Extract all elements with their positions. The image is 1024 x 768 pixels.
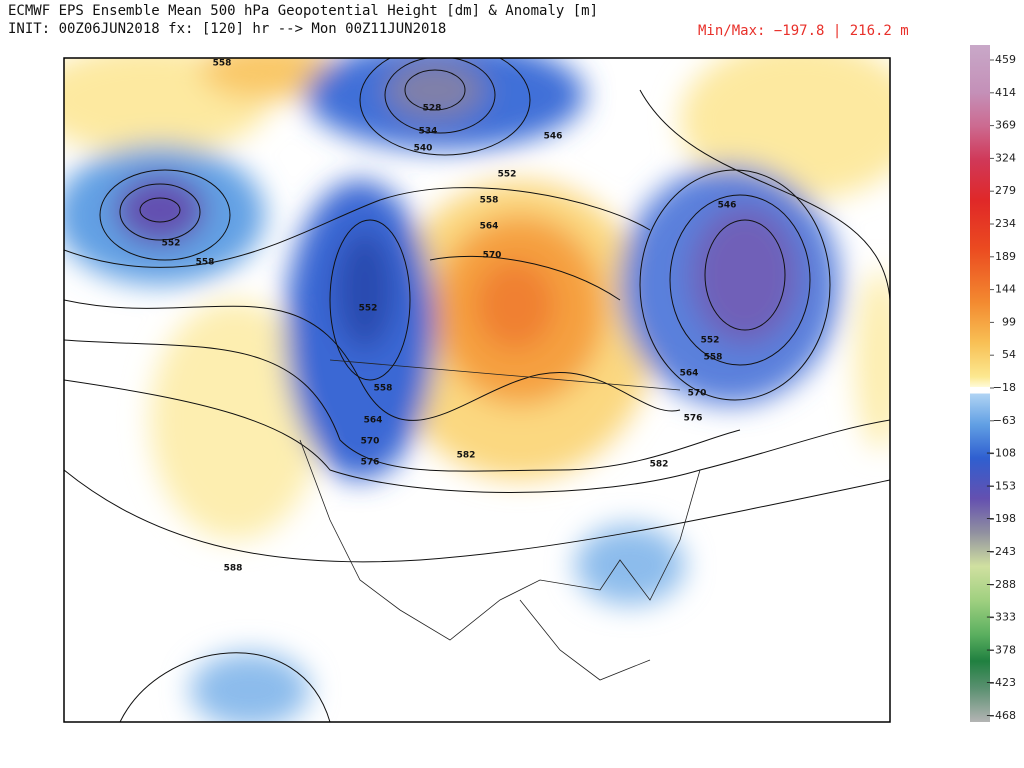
colorbar <box>970 45 990 722</box>
contour-label: 582 <box>457 451 476 461</box>
contour-label: 576 <box>684 414 703 424</box>
colorbar-label: 414 <box>995 86 1016 99</box>
contour-label: 570 <box>361 437 380 447</box>
contour-label: 528 <box>423 104 442 114</box>
colorbar-label: 144 <box>995 283 1016 296</box>
contour-label: 558 <box>704 353 723 363</box>
contour-label: 552 <box>359 304 378 314</box>
colorbar-label: 189 <box>995 250 1016 263</box>
contour-label: 534 <box>419 127 438 137</box>
colorbar-label: −378 <box>986 643 1016 656</box>
colorbar-label: −333 <box>986 611 1016 624</box>
contour-label: 576 <box>361 458 380 468</box>
title: ECMWF EPS Ensemble Mean 500 hPa Geopoten… <box>8 3 599 19</box>
height-contours <box>64 58 890 722</box>
colorbar-label: −423 <box>986 676 1016 689</box>
min-max: Min/Max: −197.8 | 216.2 m <box>698 23 909 39</box>
contour-label: 564 <box>680 369 699 379</box>
contour-label: 582 <box>650 460 669 470</box>
colorbar-label: −288 <box>986 578 1016 591</box>
colorbar-label: 459 <box>995 53 1016 66</box>
colorbar-label: 99 <box>1002 315 1016 328</box>
colorbar-label: 234 <box>995 217 1016 230</box>
contour-label: 552 <box>162 239 181 249</box>
contour-label: 564 <box>480 222 499 232</box>
contour-label: 588 <box>224 564 243 574</box>
contour-label: 552 <box>498 170 517 180</box>
colorbar-label: −18 <box>993 381 1016 394</box>
colorbar-label: 369 <box>995 119 1016 132</box>
contour-label: 570 <box>688 389 707 399</box>
colorbar-label: −198 <box>986 512 1016 525</box>
contour-label: 558 <box>480 196 499 206</box>
colorbar-label: 279 <box>995 184 1016 197</box>
contour-label: 558 <box>196 258 215 268</box>
contour-label: 570 <box>483 251 502 261</box>
anomaly-field <box>64 58 890 722</box>
subtitle: INIT: 00Z06JUN2018 fx: [120] hr --> Mon … <box>8 21 447 37</box>
colorbar-label: −468 <box>986 709 1016 722</box>
contour-label: 540 <box>414 144 433 154</box>
colorbar-label: 324 <box>995 151 1016 164</box>
borders <box>299 359 701 681</box>
contour-label: 546 <box>544 132 563 142</box>
contour-label: 546 <box>718 201 737 211</box>
colorbar-label: −153 <box>986 479 1016 492</box>
colorbar-label: −243 <box>986 545 1016 558</box>
contour-label: 564 <box>364 416 383 426</box>
contour-label: 558 <box>213 59 232 69</box>
contour-label: 558 <box>374 384 393 394</box>
colorbar-label: −108 <box>986 447 1016 460</box>
map-frame <box>63 57 891 723</box>
contour-label: 552 <box>701 336 720 346</box>
colorbar-label: −63 <box>993 414 1016 427</box>
colorbar-label: 54 <box>1002 348 1016 361</box>
